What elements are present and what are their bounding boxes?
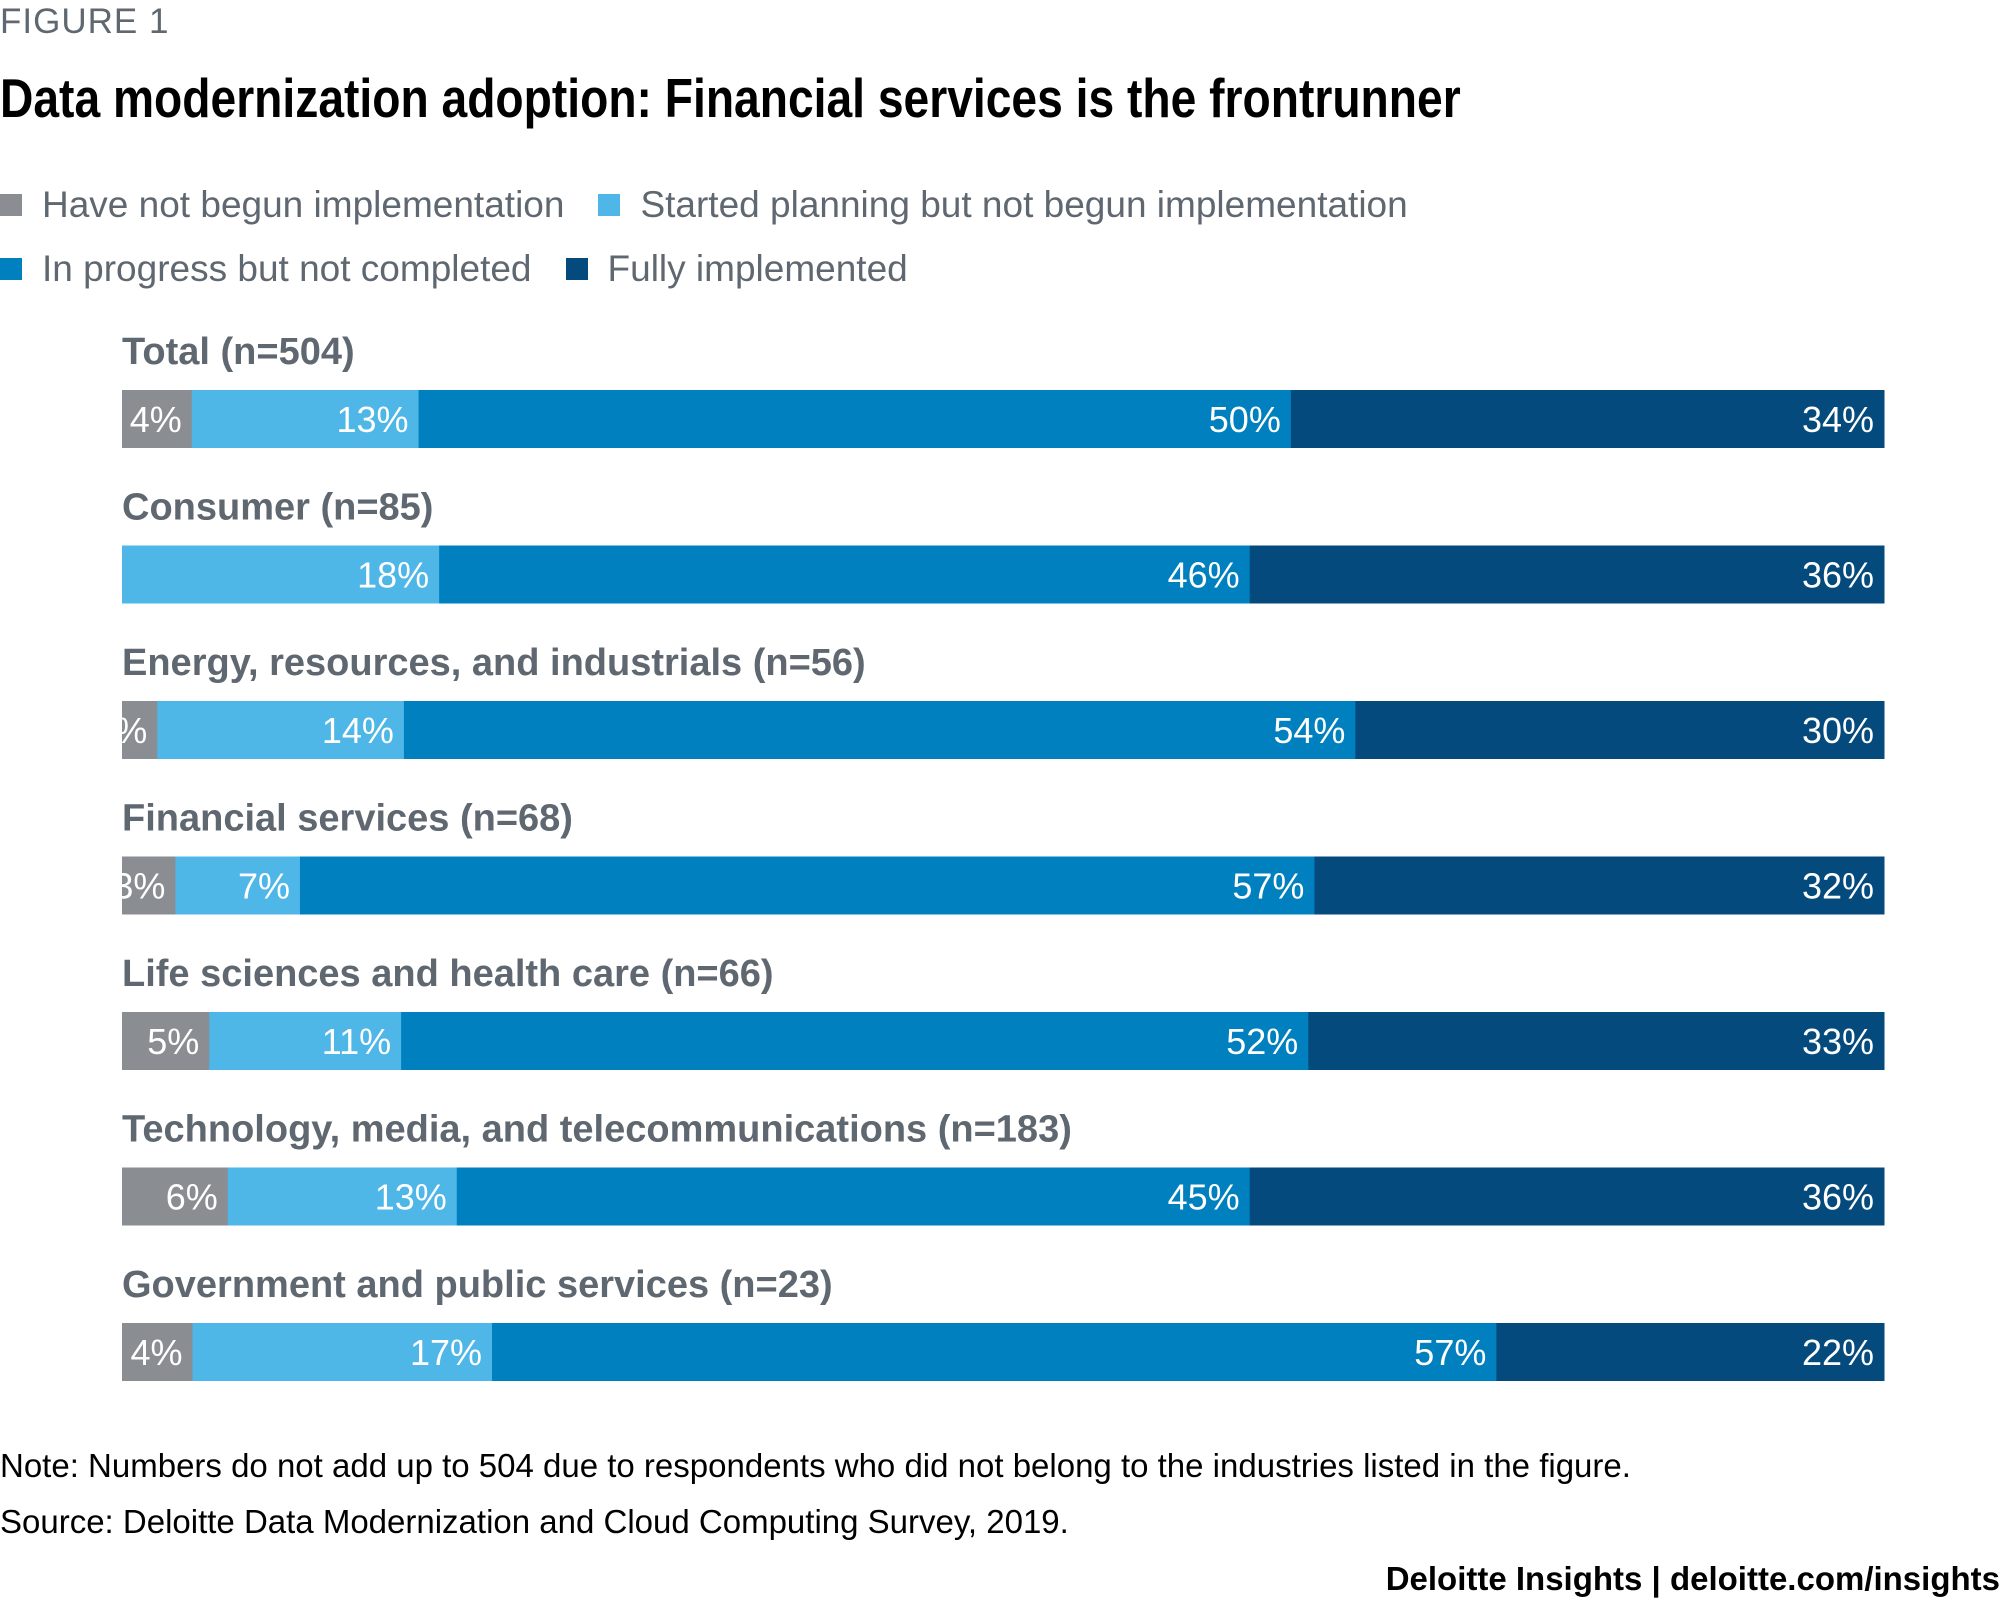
- bar-segment: [1249, 1167, 1885, 1226]
- legend-item-started-planning: Started planning but not begun implement…: [598, 173, 1408, 237]
- legend-item-fully-implemented: Fully implemented: [565, 237, 908, 301]
- data-label: 18%: [357, 555, 429, 596]
- bar-segment: [299, 856, 1315, 915]
- data-label: 13%: [337, 399, 409, 440]
- data-label: 33%: [1802, 1021, 1874, 1062]
- category-label: Technology, media, and telecommunication…: [122, 1109, 1072, 1151]
- category-label: Government and public services (n=23): [122, 1264, 833, 1306]
- bar-segment: [1355, 701, 1885, 759]
- data-label: 11%: [322, 1021, 391, 1062]
- legend-label: Fully implemented: [607, 248, 908, 289]
- bar-segment: [456, 1167, 1251, 1226]
- bar-segment: [403, 701, 1356, 759]
- data-label: 32%: [1802, 866, 1874, 907]
- stacked-bar-chart: Total (n=504) 4% 13% 50% 34% Consumer (n=85) 1…: [95, 331, 1885, 1381]
- data-label: 50%: [1209, 399, 1281, 440]
- bar-segment: [122, 701, 158, 759]
- legend-swatch-light-blue: [598, 194, 621, 216]
- bar-segment: [1496, 1323, 1885, 1381]
- data-label: 36%: [1802, 555, 1874, 596]
- category-label: Life sciences and health care (n=66): [122, 953, 774, 995]
- data-label: 7%: [238, 866, 290, 907]
- bar-segment: [157, 701, 405, 759]
- bar-segment: [122, 856, 176, 915]
- source-text: Source: Deloitte Data Modernization and …: [0, 1503, 1069, 1540]
- legend-swatch-gray: [0, 194, 22, 216]
- legend-label: Started planning but not begun implement…: [640, 184, 1408, 225]
- bar-segment: [492, 1323, 1497, 1381]
- bar-segment: [1314, 856, 1885, 915]
- bar-segment: [1308, 1012, 1885, 1070]
- bar-segment: [122, 390, 193, 448]
- legend-swatch-mid-blue: [0, 258, 22, 280]
- legend-item-have-not-begun: Have not begun implementation: [0, 173, 564, 237]
- bar-segment: [1249, 545, 1885, 604]
- bar-segment: [192, 1323, 493, 1381]
- category-label: Financial services (n=68): [122, 798, 573, 840]
- bar-segment: [175, 856, 301, 915]
- bar-segment: [418, 390, 1292, 448]
- legend-swatch-dark-blue: [565, 258, 588, 280]
- bar-segment: [122, 1012, 210, 1070]
- chart-title: Data modernization adoption: Financial s…: [0, 67, 1461, 129]
- bar-segment: [122, 1323, 193, 1381]
- bar-segment: [1290, 390, 1885, 448]
- data-label: 4%: [130, 1332, 182, 1373]
- legend-item-in-progress: In progress but not completed: [0, 237, 532, 301]
- data-label: 2%: [95, 710, 147, 751]
- data-label: 6%: [166, 1177, 218, 1218]
- bar-segment: [227, 1167, 458, 1226]
- bar-segment: [401, 1012, 1309, 1070]
- note-text: Note: Numbers do not add up to 504 due t…: [0, 1447, 1631, 1484]
- footer-credit: Deloitte Insights | deloitte.com/insight…: [1385, 1560, 2000, 1597]
- data-label: 4%: [130, 399, 182, 440]
- legend-label: In progress but not completed: [42, 248, 532, 289]
- data-label: 46%: [1168, 555, 1240, 596]
- figure-label: FIGURE 1: [0, 2, 170, 41]
- data-label: 54%: [1273, 710, 1345, 751]
- data-label: 57%: [1414, 1332, 1486, 1373]
- data-label: 52%: [1226, 1021, 1298, 1062]
- category-label: Total (n=504): [122, 331, 355, 373]
- data-label: 45%: [1168, 1177, 1240, 1218]
- data-label: 30%: [1802, 710, 1874, 751]
- category-label: Consumer (n=85): [122, 487, 433, 529]
- category-label: Energy, resources, and industrials (n=56…: [122, 642, 866, 684]
- data-label: 57%: [1232, 866, 1304, 907]
- data-label: 5%: [147, 1021, 199, 1062]
- bar-segment: [191, 390, 420, 448]
- data-label: 14%: [322, 710, 394, 751]
- legend-label: Have not begun implementation: [42, 184, 565, 225]
- data-label: 13%: [375, 1177, 447, 1218]
- bar-segment: [209, 1012, 402, 1070]
- data-label: 17%: [410, 1332, 482, 1373]
- data-label: 34%: [1802, 399, 1874, 440]
- bar-segment: [439, 545, 1251, 604]
- data-label: 36%: [1802, 1177, 1874, 1218]
- legend: Have not begun implementation Started pl…: [0, 173, 1950, 301]
- data-label: 22%: [1802, 1332, 1874, 1373]
- bar-segment: [122, 545, 440, 604]
- data-label: 3%: [113, 866, 165, 907]
- bar-segment: [122, 1167, 229, 1226]
